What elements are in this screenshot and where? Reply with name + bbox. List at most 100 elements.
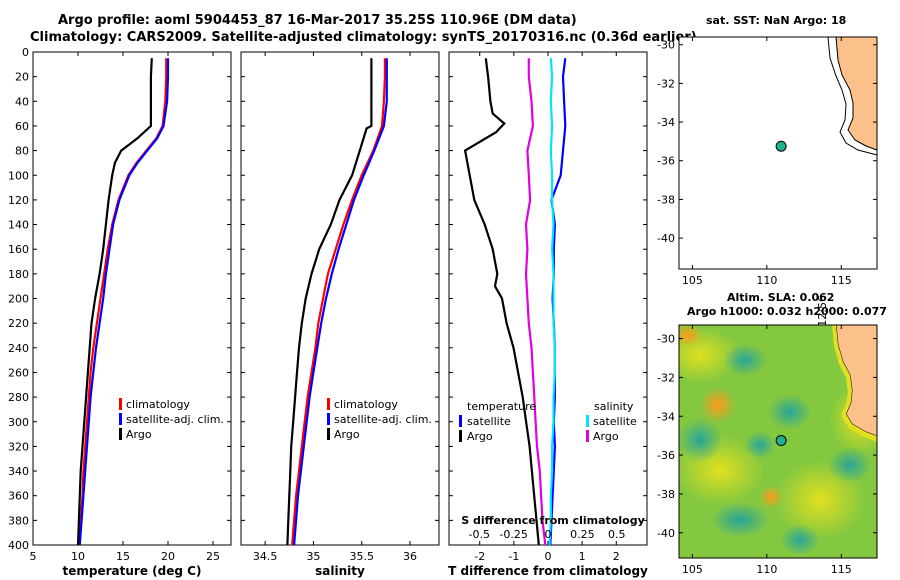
legend-label: satellite xyxy=(593,415,637,428)
legend-label: Argo xyxy=(593,430,619,443)
series-line-climatology xyxy=(291,58,386,546)
temperature-axes-box xyxy=(32,51,232,546)
difference-axes-box xyxy=(448,51,648,546)
sla-map-title-1: Altim. SLA: 0.062 xyxy=(727,291,835,304)
depth-tick-label: 100 xyxy=(8,169,29,182)
legend-label: satellite-adj. clim. xyxy=(334,413,432,426)
x-tick-label: 35.5 xyxy=(349,550,374,563)
s-tick-label: 0 xyxy=(545,528,552,541)
argo-position-marker xyxy=(775,140,787,152)
series-line-t-argo xyxy=(463,58,540,546)
lat-tick-label: -30 xyxy=(657,39,675,52)
legend-swatch xyxy=(327,428,330,440)
series-line-s-satellite xyxy=(548,58,557,546)
depth-tick-label: 260 xyxy=(8,366,29,379)
series-line-argo xyxy=(286,58,373,546)
title-line-2: Climatology: CARS2009. Satellite-adjuste… xyxy=(30,30,697,45)
depth-tick-label: 160 xyxy=(8,243,29,256)
legend-swatch xyxy=(459,415,462,427)
legend-swatch xyxy=(327,398,330,410)
lon-tick-label: 105 xyxy=(682,274,703,287)
x-tick-label: 36 xyxy=(403,550,417,563)
lat-tick-label: -34 xyxy=(657,410,675,423)
x-tick-label: 20 xyxy=(161,550,175,563)
legend-label: satellite xyxy=(467,415,511,428)
legend-swatch xyxy=(119,398,122,410)
depth-tick-label: 320 xyxy=(8,440,29,453)
x-tick-label: 35 xyxy=(306,550,320,563)
depth-tick-label: 180 xyxy=(8,268,29,281)
series-line-satellite-adj-clim- xyxy=(293,58,388,546)
x-tick-label: -1 xyxy=(508,550,519,563)
sla-coast-band xyxy=(832,325,877,442)
argo-position-marker xyxy=(775,435,787,447)
depth-tick-label: 200 xyxy=(8,293,29,306)
x-tick-label: 1 xyxy=(579,550,586,563)
depth-contour xyxy=(827,36,878,156)
legend-label: Argo xyxy=(467,430,493,443)
legend-swatch xyxy=(119,413,122,425)
panels-layer: 0204060801001201401601802002202402602803… xyxy=(8,46,648,578)
legend-swatch xyxy=(586,430,589,442)
s-tick-label: 0.5 xyxy=(608,528,626,541)
series-line-satellite-adj-clim- xyxy=(78,58,170,546)
depth-tick-label: 220 xyxy=(8,317,29,330)
series-line-argo xyxy=(76,58,153,546)
depth-tick-label: 400 xyxy=(8,539,29,552)
s-tick-label: -0.5 xyxy=(469,528,490,541)
legend-swatch xyxy=(586,415,589,427)
x-tick-label: 10 xyxy=(71,550,85,563)
legend-label: climatology xyxy=(334,398,398,411)
temperature-panel: 0 20 40 60 80 100 120 140 160 180 200 220 240 260 280 3… xyxy=(8,46,232,578)
depth-tick-label: 20 xyxy=(15,71,29,84)
lat-tick-label: -34 xyxy=(657,116,675,129)
lat-tick-label: -40 xyxy=(657,527,675,540)
sla-map: 105 110 115 -30 -32 -34 -36 -38 -40 xyxy=(657,324,878,576)
lat-tick-label: -36 xyxy=(657,449,675,462)
depth-tick-label: 240 xyxy=(8,342,29,355)
legend-swatch xyxy=(327,413,330,425)
depth-tick-label: 360 xyxy=(8,490,29,503)
lon-tick-label: 110 xyxy=(756,563,777,576)
difference-xlabel: T difference from climatology xyxy=(448,564,648,578)
title-line-1: Argo profile: aoml 5904453_87 16-Mar-201… xyxy=(58,13,577,28)
lon-tick-label: 105 xyxy=(682,563,703,576)
depth-tick-label: 40 xyxy=(15,95,29,108)
x-tick-label: 34.5 xyxy=(253,550,278,563)
difference-panel: -2 -1 0 1 2T difference from climatology -0.5… xyxy=(448,51,648,578)
legend-swatch xyxy=(119,428,122,440)
salinity-xlabel: salinity xyxy=(315,564,365,578)
legend-label: climatology xyxy=(126,398,190,411)
x-tick-label: 25 xyxy=(206,550,220,563)
salinity-axes-box xyxy=(240,51,440,546)
depth-tick-label: 80 xyxy=(15,145,29,158)
lat-tick-label: -38 xyxy=(657,193,675,206)
x-tick-label: 0 xyxy=(545,550,552,563)
lat-tick-label: -30 xyxy=(657,333,675,346)
lat-tick-label: -40 xyxy=(657,232,675,245)
x-tick-label: 5 xyxy=(30,550,37,563)
lat-tick-label: -36 xyxy=(657,155,675,168)
sst-map: 105 110 115 -30 -32 -34 -36 -38 -40 xyxy=(657,36,878,287)
lat-tick-label: -38 xyxy=(657,488,675,501)
legend-label: Argo xyxy=(334,428,360,441)
lon-tick-label: 110 xyxy=(756,274,777,287)
depth-tick-label: 140 xyxy=(8,219,29,232)
legend-label: satellite-adj. clim. xyxy=(126,413,224,426)
s-axis-label: S difference from climatology xyxy=(461,514,645,527)
lon-tick-label: 115 xyxy=(831,274,852,287)
x-tick-label: -2 xyxy=(474,550,485,563)
salinity-panel: 34.5 35 35.5 36 salinity climatology satellite… xyxy=(240,51,440,578)
legend-heading-salinity: salinity xyxy=(594,400,634,413)
depth-tick-label: 280 xyxy=(8,391,29,404)
lon-tick-label: 115 xyxy=(831,563,852,576)
depth-tick-label: 340 xyxy=(8,465,29,478)
sst-map-title: sat. SST: NaN Argo: 18 xyxy=(706,14,847,27)
x-tick-label: 15 xyxy=(116,550,130,563)
lat-tick-label: -32 xyxy=(657,371,675,384)
x-tick-label: 2 xyxy=(613,550,620,563)
legend-heading-temperature: temperature xyxy=(467,400,536,413)
depth-tick-label: 0 xyxy=(22,46,29,59)
sla-map-title-2: Argo h1000: 0.032 h2000: 0.077 xyxy=(687,305,887,318)
